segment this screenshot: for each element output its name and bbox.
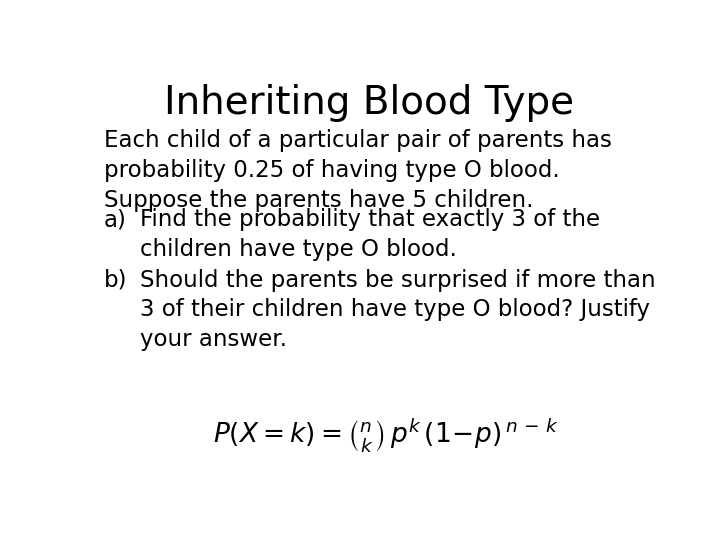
- Text: $P(X = k) = \binom{n}{k}\, p^{k}\, (1\!-\!p)^{\,n\,-\,k}$: $P(X = k) = \binom{n}{k}\, p^{k}\, (1\!-…: [213, 416, 559, 455]
- Text: children have type O blood.: children have type O blood.: [140, 238, 457, 261]
- Text: your answer.: your answer.: [140, 328, 287, 352]
- Text: 3 of their children have type O blood? Justify: 3 of their children have type O blood? J…: [140, 299, 650, 321]
- Text: Inheriting Blood Type: Inheriting Blood Type: [164, 84, 574, 122]
- Text: probability 0.25 of having type O blood.: probability 0.25 of having type O blood.: [104, 159, 559, 182]
- Text: Each child of a particular pair of parents has: Each child of a particular pair of paren…: [104, 129, 612, 152]
- Text: a): a): [104, 208, 127, 231]
- Text: Suppose the parents have 5 children.: Suppose the parents have 5 children.: [104, 189, 534, 212]
- Text: Find the probability that exactly 3 of the: Find the probability that exactly 3 of t…: [140, 208, 600, 231]
- Text: Should the parents be surprised if more than: Should the parents be surprised if more …: [140, 268, 656, 292]
- Text: b): b): [104, 268, 127, 292]
